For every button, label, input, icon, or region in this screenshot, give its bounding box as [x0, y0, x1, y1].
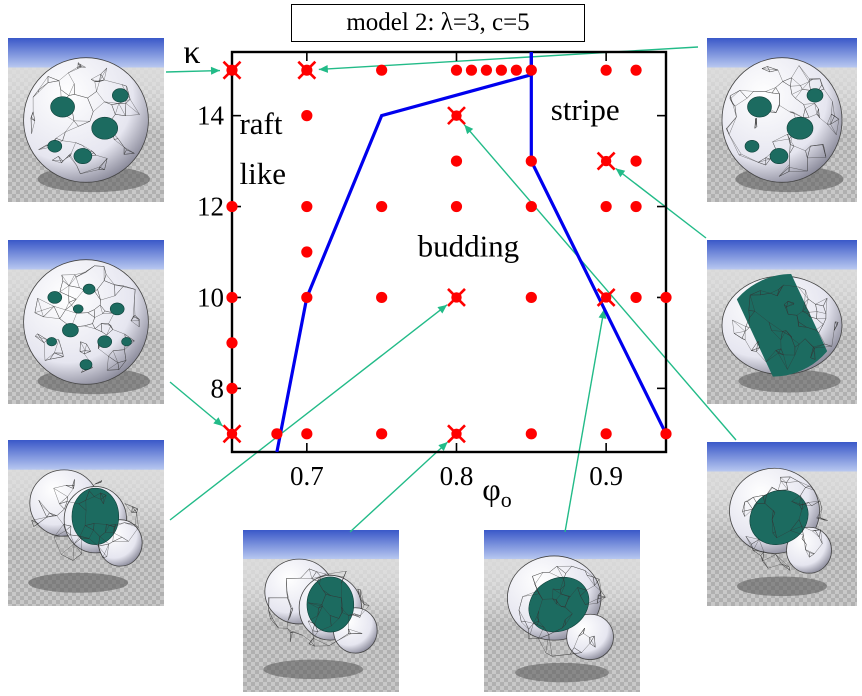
y-tick-label: 10 [197, 282, 224, 312]
x-axis-label: φo [482, 471, 511, 512]
region-label: raft [239, 106, 282, 141]
data-point [630, 291, 642, 304]
y-tick-label: 8 [211, 373, 225, 403]
data-point [630, 64, 642, 76]
data-point [450, 200, 463, 213]
data-point [226, 382, 238, 394]
data-point [630, 155, 642, 167]
data-point [301, 291, 313, 304]
callout-line [564, 309, 605, 533]
render-sphere-many-rafts-mid-left [8, 240, 164, 404]
data-point [600, 428, 612, 440]
callout-arrowhead [213, 417, 223, 427]
data-point [301, 246, 313, 258]
data-point [600, 64, 612, 76]
callout-arrowhead [615, 168, 626, 178]
data-point [376, 200, 388, 213]
x-tick-label: 0.7 [290, 461, 324, 491]
render-budding-bottom-right [707, 442, 857, 606]
data-point [600, 200, 612, 213]
callout-line [318, 46, 699, 71]
y-tick-label: 12 [197, 192, 224, 222]
data-point [301, 200, 313, 213]
data-point [660, 428, 672, 440]
region-label: budding [418, 229, 520, 264]
data-point [226, 291, 238, 304]
render-budding-bottom-left [8, 440, 164, 606]
callout-line [615, 167, 707, 239]
data-point [376, 64, 388, 76]
render-sphere-rafts-top-right [707, 38, 857, 202]
callout-arrowhead [464, 124, 474, 135]
data-point [226, 200, 238, 213]
render-sphere-rafts-top-left [8, 38, 164, 202]
region-label: stripe [551, 92, 620, 127]
data-point [510, 64, 522, 76]
data-point [525, 64, 537, 76]
data-point-cross [447, 106, 466, 126]
data-point [465, 64, 478, 76]
data-point [525, 200, 537, 213]
data-point [450, 155, 463, 167]
y-tick-label: 14 [197, 101, 225, 131]
callout-line [349, 441, 449, 533]
data-point [480, 64, 493, 76]
callout-arrowhead [438, 441, 448, 451]
callout-arrowhead [437, 304, 448, 314]
data-point [525, 428, 537, 440]
data-point-cross [596, 288, 616, 307]
callout-line [169, 381, 224, 427]
chart-title-text: model 2: λ=3, c=5 [346, 9, 530, 36]
data-point [525, 155, 537, 167]
x-tick-label: 0.8 [440, 461, 474, 491]
data-point [226, 337, 238, 349]
data-point [376, 291, 388, 304]
data-point [630, 200, 642, 213]
data-point-cross [596, 151, 616, 171]
data-point [660, 291, 672, 304]
data-point-cross [222, 60, 242, 80]
callout-arrowhead [318, 64, 329, 73]
data-point-cross [222, 424, 242, 444]
data-point-cross [297, 60, 317, 80]
render-stripe-mid-right [707, 240, 857, 404]
data-point [376, 428, 388, 440]
data-point [271, 428, 283, 440]
data-point [450, 64, 463, 76]
plot-frame [230, 50, 668, 454]
chart-title: model 2: λ=3, c=5 [291, 4, 585, 42]
data-point [301, 110, 313, 122]
data-point-cross [447, 288, 466, 307]
render-budding-bottom-center-left [243, 530, 399, 692]
data-point [301, 428, 313, 440]
x-tick-label: 0.9 [589, 461, 623, 491]
callout-line [165, 69, 221, 73]
y-axis-label: κ [183, 34, 200, 71]
data-point [525, 291, 537, 304]
region-label: like [239, 156, 286, 191]
callout-arrowhead [210, 66, 221, 75]
data-point-cross [447, 424, 466, 444]
callout-line [463, 124, 737, 441]
callout-line [169, 304, 448, 521]
render-budding-bottom-center-right [484, 530, 640, 692]
data-point [495, 64, 507, 76]
